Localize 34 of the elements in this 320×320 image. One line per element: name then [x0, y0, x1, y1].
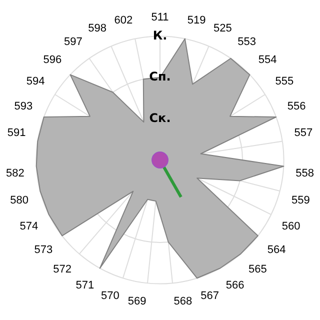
spoke-label: 511 [151, 12, 169, 24]
spoke-label: 525 [214, 22, 232, 35]
spoke-label: 580 [10, 194, 29, 207]
y-tick-label: Ск. [149, 110, 171, 125]
spoke-label: 574 [20, 220, 38, 232]
spoke-label: 571 [76, 279, 94, 292]
spoke-label: 519 [187, 14, 206, 26]
spoke-label: 570 [100, 290, 120, 302]
spoke-label: 593 [14, 100, 33, 112]
spoke-label: 602 [114, 14, 133, 26]
spoke-label: 553 [238, 36, 256, 48]
spoke-label: 594 [26, 76, 45, 88]
y-tick-label: Сп. [149, 70, 171, 84]
spoke-label: 582 [6, 168, 24, 180]
spoke-label: 565 [248, 264, 267, 276]
y-tick-label: К. [152, 28, 168, 42]
spoke-label: 598 [88, 22, 106, 35]
spoke-label: 566 [226, 279, 244, 292]
spoke-label: 555 [275, 76, 294, 88]
spoke-label: 558 [296, 168, 314, 180]
spoke-label: 597 [64, 36, 82, 48]
spoke-label: 557 [294, 126, 313, 139]
spoke-label: 591 [7, 126, 26, 139]
spoke-label: 560 [282, 220, 300, 232]
spoke-label: 559 [291, 194, 310, 207]
spoke-label: 569 [128, 296, 146, 308]
spoke-label: 556 [287, 100, 306, 112]
spoke-label: 568 [174, 296, 192, 308]
spoke-label: 596 [43, 54, 62, 66]
spoke-label: 567 [200, 290, 220, 302]
spoke-label: 564 [267, 244, 286, 256]
spoke-label: 554 [258, 54, 277, 66]
spoke-label: 572 [53, 264, 72, 276]
spoke-label: 573 [34, 244, 53, 256]
